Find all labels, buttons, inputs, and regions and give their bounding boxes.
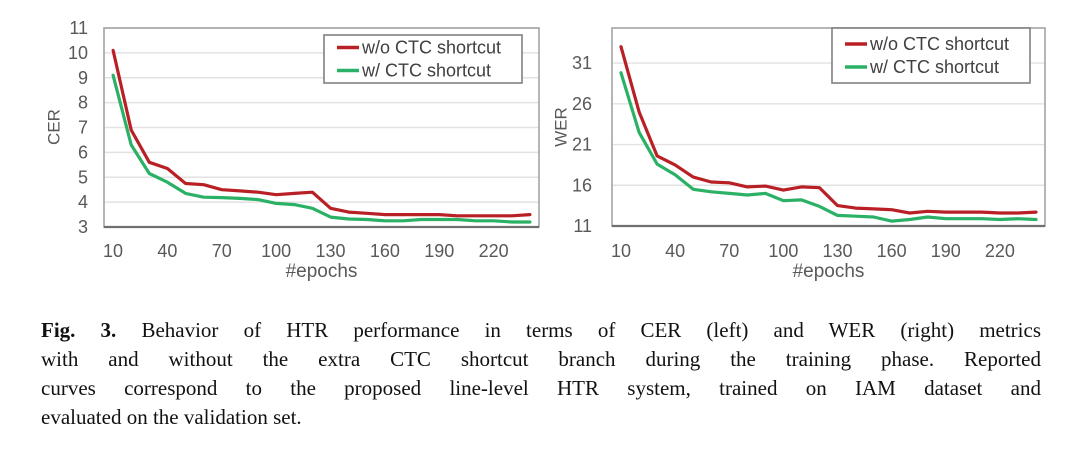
series-line xyxy=(111,73,532,224)
x-tick-label: 160 xyxy=(370,241,400,261)
legend: w/o CTC shortcut w/ CTC shortcut xyxy=(831,27,1031,84)
x-tick-label: 190 xyxy=(424,241,454,261)
x-tick-label: 100 xyxy=(768,241,798,261)
y-axis-label: CER xyxy=(45,109,64,145)
x-tick-label: 130 xyxy=(316,241,346,261)
charts-row: 11 10 9 8 7 6 5 4 3 10 40 70 100 130 160 190 220 CER #epoc… xyxy=(0,0,1080,290)
legend: w/o CTC shortcut w/ CTC shortcut xyxy=(323,34,523,84)
cer-chart-svg: 11 10 9 8 7 6 5 4 3 10 40 70 100 130 160 190 220 CER #epoc… xyxy=(45,18,540,282)
caption-label: Fig. 3. xyxy=(41,318,117,342)
y-tick-label: 21 xyxy=(572,135,592,155)
y-tick-label: 16 xyxy=(572,175,592,195)
wer-chart: 31 26 21 16 11 10 40 70 100 130 160 190 220 WER #epoch… xyxy=(540,0,1080,290)
x-tick-label: 40 xyxy=(157,241,177,261)
y-tick-label: 9 xyxy=(78,68,88,88)
x-tick-label: 70 xyxy=(212,241,232,261)
x-tick-label: 10 xyxy=(611,241,631,261)
series-line xyxy=(111,48,532,218)
x-tick-label: 100 xyxy=(261,241,291,261)
caption-line: Fig. 3. Behavior of HTR performance in t… xyxy=(41,316,1041,345)
x-tick-label: 160 xyxy=(877,241,907,261)
x-axis-label: #epochs xyxy=(286,261,358,282)
x-tick-label: 130 xyxy=(822,241,852,261)
y-tick-label: 8 xyxy=(78,93,88,113)
x-tick-label: 190 xyxy=(931,241,961,261)
y-axis-label: WER xyxy=(552,107,571,147)
caption-line: evaluated on the validation set. xyxy=(41,405,302,429)
x-tick-label: 220 xyxy=(985,241,1015,261)
caption-line: with and without the extra CTC shortcut … xyxy=(41,347,1041,371)
legend-label: w/o CTC shortcut xyxy=(869,34,1009,54)
legend-label: w/ CTC shortcut xyxy=(361,61,491,81)
y-tick-label: 7 xyxy=(78,118,88,138)
caption-line: curves correspond to the proposed line-l… xyxy=(41,376,1041,400)
x-tick-label: 70 xyxy=(719,241,739,261)
figure-3: 11 10 9 8 7 6 5 4 3 10 40 70 100 130 160 190 220 CER #epoc… xyxy=(0,0,1080,432)
y-tick-label: 4 xyxy=(78,192,88,212)
wer-chart-svg: 31 26 21 16 11 10 40 70 100 130 160 190 220 WER #epoch… xyxy=(552,27,1046,282)
x-tick-label: 220 xyxy=(479,241,509,261)
legend-box xyxy=(323,34,523,84)
x-axis-label: #epochs xyxy=(793,261,865,282)
cer-chart: 11 10 9 8 7 6 5 4 3 10 40 70 100 130 160 190 220 CER #epoc… xyxy=(0,0,540,290)
caption-text: Behavior of HTR performance in terms of … xyxy=(141,318,1042,342)
series-line xyxy=(619,71,1038,223)
x-tick-label: 40 xyxy=(665,241,685,261)
legend-box xyxy=(831,27,1031,84)
legend-label: w/o CTC shortcut xyxy=(361,38,501,58)
x-tick-label: 10 xyxy=(103,241,123,261)
y-tick-label: 10 xyxy=(68,43,88,63)
y-tick-label: 6 xyxy=(78,142,88,162)
y-tick-label: 31 xyxy=(572,53,592,73)
y-tick-label: 11 xyxy=(69,18,88,38)
y-tick-label: 3 xyxy=(78,217,88,237)
legend-label: w/ CTC shortcut xyxy=(869,57,999,77)
y-tick-label: 5 xyxy=(78,167,88,187)
series-line xyxy=(619,45,1038,215)
y-tick-label: 26 xyxy=(572,94,592,114)
figure-caption: Fig. 3. Behavior of HTR performance in t… xyxy=(41,316,1041,432)
y-tick-label: 11 xyxy=(573,216,592,236)
